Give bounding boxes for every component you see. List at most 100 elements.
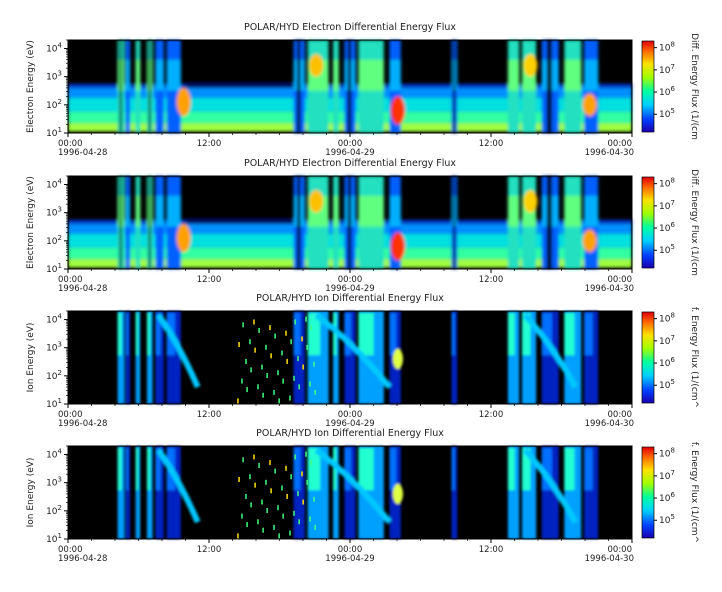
colorbar-tick-label: 105 — [659, 243, 675, 256]
x-tick-time: 00:00 — [608, 545, 633, 555]
y-axis-label: Ion Energy (eV) — [26, 323, 36, 393]
event-core — [507, 195, 520, 227]
event-core — [344, 313, 352, 356]
y-tick-label: 101 — [46, 532, 62, 545]
colorbar-label: f. Energy Flux (1/(cm^ — [689, 442, 699, 543]
flux-peak — [390, 96, 405, 125]
speckle — [253, 319, 255, 325]
event-column — [293, 446, 305, 539]
y-tick-label: 104 — [46, 41, 62, 54]
speckle — [246, 387, 248, 393]
event-gap — [119, 40, 122, 133]
speckle — [282, 513, 284, 519]
speckle — [246, 522, 248, 528]
y-tick-label: 103 — [46, 476, 62, 489]
x-tick-date: 1996-04-28 — [58, 554, 107, 564]
x-tick-date: 1996-04-30 — [585, 284, 634, 294]
flux-peak — [582, 229, 597, 253]
colorbar-label: Diff. Energy Flux (1/(cm — [689, 169, 699, 276]
event-core — [125, 448, 129, 491]
event-gap — [347, 176, 352, 269]
event-column — [146, 446, 153, 539]
event-core — [358, 195, 384, 227]
dispersion-arc — [155, 448, 201, 524]
x-tick-time: 00:00 — [338, 545, 363, 555]
speckle — [273, 524, 275, 530]
speckle — [281, 485, 283, 491]
speckle — [261, 364, 263, 370]
event-core — [541, 313, 552, 356]
flux-peak — [309, 190, 324, 213]
speckle — [285, 330, 287, 336]
speckle — [286, 358, 288, 364]
speckle — [242, 457, 244, 463]
y-tick-label: 103 — [46, 70, 62, 83]
event-core — [451, 448, 455, 491]
event-gap — [148, 176, 151, 269]
y-tick-label: 104 — [46, 177, 62, 190]
colorbar-tick-label: 106 — [659, 491, 675, 504]
colorbar — [641, 446, 655, 539]
speckle — [306, 344, 308, 350]
event-column — [135, 311, 141, 404]
panel-title: POLAR/HYD Ion Differential Energy Flux — [256, 428, 444, 439]
event-core — [333, 448, 337, 491]
y-tick-label: 102 — [46, 504, 62, 517]
x-tick-time: 00:00 — [608, 139, 633, 149]
dispersion-arc — [155, 313, 201, 389]
low-flux-band — [186, 218, 294, 224]
event-column — [344, 311, 356, 404]
speckle — [314, 524, 316, 530]
speckle — [245, 358, 247, 364]
x-tick-date: 1996-04-29 — [325, 419, 374, 429]
x-tick-time: 12:00 — [197, 139, 222, 149]
speckle — [294, 319, 296, 325]
speckle — [281, 350, 283, 356]
event-gap — [296, 40, 301, 133]
spectrogram — [68, 40, 632, 133]
event-core — [117, 313, 122, 356]
speckle — [314, 389, 316, 395]
speckle — [289, 395, 291, 401]
speckle — [249, 474, 251, 480]
speckle — [286, 493, 288, 499]
speckle — [297, 491, 299, 497]
speckle — [310, 460, 312, 466]
y-tick-label: 101 — [46, 262, 62, 275]
event-core — [307, 313, 321, 356]
x-tick-time: 12:00 — [197, 545, 222, 555]
panel-title: POLAR/HYD Ion Differential Energy Flux — [256, 293, 444, 304]
speckle — [277, 370, 279, 376]
speckle — [250, 367, 252, 373]
speckle — [297, 356, 299, 362]
colorbar-label: f. Energy Flux (1/(cm^ — [689, 307, 699, 408]
y-tick-label: 102 — [46, 234, 62, 247]
event-core — [507, 313, 515, 356]
flux-peak — [523, 190, 538, 213]
speckle — [277, 505, 279, 511]
x-tick-time: 12:00 — [479, 275, 504, 285]
speckle — [290, 474, 292, 480]
speckle — [266, 373, 268, 379]
colorbar-tick-label: 106 — [659, 356, 675, 369]
speckle — [265, 344, 267, 350]
speckle — [309, 381, 311, 387]
event-core — [584, 448, 593, 491]
speckle — [270, 353, 272, 359]
speckle — [305, 451, 307, 457]
event-core — [389, 195, 401, 227]
x-tick-time: 00:00 — [338, 275, 363, 285]
speckle — [266, 508, 268, 514]
event-core — [564, 313, 575, 356]
event-core — [507, 59, 520, 91]
speckle — [313, 496, 315, 502]
event-column — [333, 446, 339, 539]
colorbar-tick-label: 106 — [659, 85, 675, 98]
flux-peak — [176, 87, 191, 117]
event-core — [155, 195, 164, 227]
x-tick-time: 00:00 — [608, 275, 633, 285]
speckle — [298, 519, 300, 525]
event-column — [146, 311, 153, 404]
x-tick-time: 00:00 — [58, 139, 83, 149]
